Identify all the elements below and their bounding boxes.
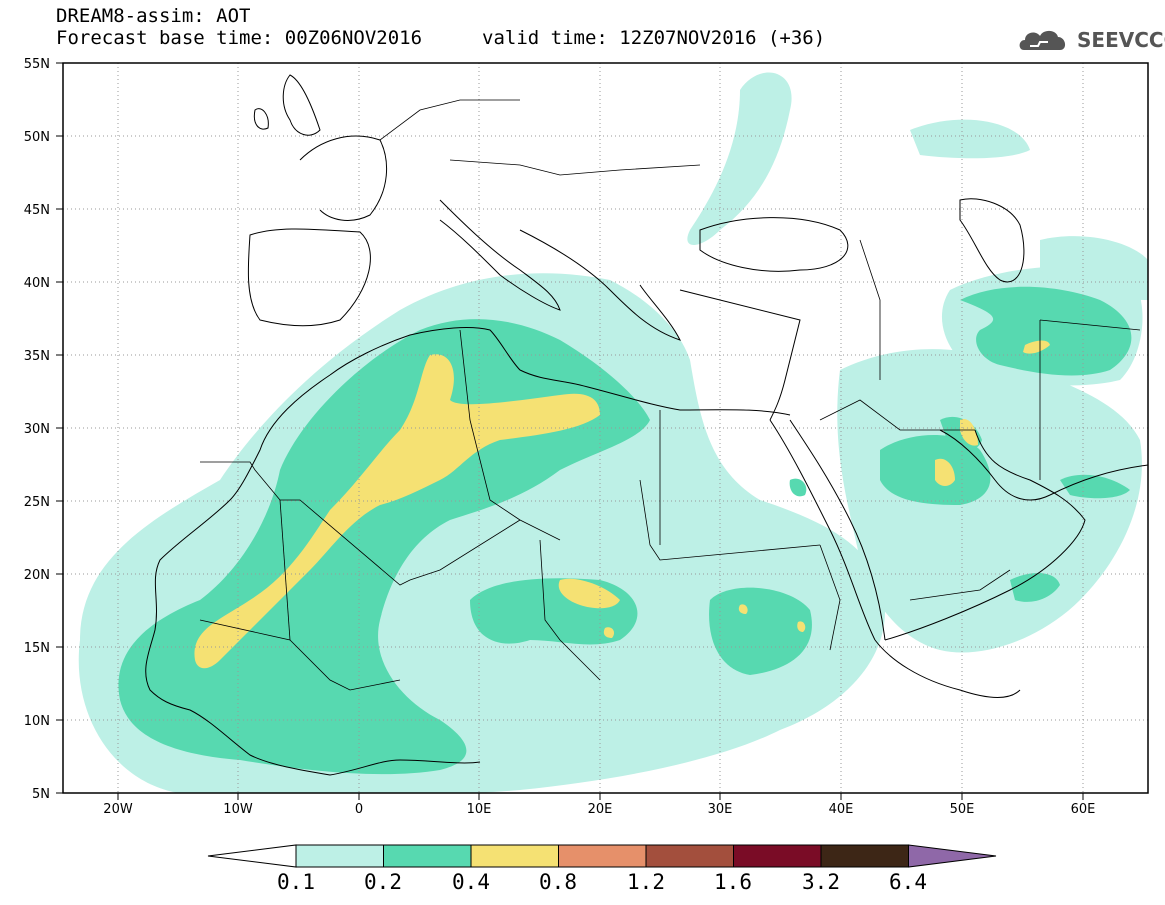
lat-tick-label: 25N <box>24 495 50 510</box>
lat-tick-label: 45N <box>24 203 50 218</box>
forecast-base-time: Forecast base time: 00Z06NOV2016 <box>56 27 423 49</box>
colorbar-swatch <box>383 844 472 868</box>
lon-tick-label: 0 <box>355 802 363 817</box>
lat-tick-label: 50N <box>24 130 50 145</box>
colorbar-over-arrow <box>908 844 997 868</box>
lon-tick-label: 20W <box>103 802 133 817</box>
colorbar-swatch <box>645 844 734 868</box>
colorbar-label: 0.1 <box>277 870 315 894</box>
lat-tick-label: 5N <box>32 787 50 802</box>
colorbar-label: 0.4 <box>452 870 490 894</box>
colorbar-label: 0.2 <box>364 870 402 894</box>
lat-tick-label: 30N <box>24 422 50 437</box>
lat-tick-label: 15N <box>24 641 50 656</box>
colorbar-swatch <box>733 844 822 868</box>
colorbar-label: 1.2 <box>627 870 665 894</box>
colorbar-swatch <box>295 844 384 868</box>
lon-tick-label: 60E <box>1071 802 1096 817</box>
colorbar-under-arrow <box>207 844 297 868</box>
colorbar-label: 3.2 <box>802 870 840 894</box>
colorbar-label: 6.4 <box>889 870 927 894</box>
lon-tick-label: 10W <box>223 802 253 817</box>
aot-shading <box>78 72 1148 793</box>
lon-tick-label: 40E <box>829 802 854 817</box>
country-borders <box>199 99 1141 691</box>
colorbar-swatch <box>558 844 647 868</box>
colorbar-swatch <box>820 844 909 868</box>
lat-tick-label: 20N <box>24 568 50 583</box>
colorbar <box>207 844 997 868</box>
lon-axis: 20W 10W 0 10E 20E 30E 40E 50E 60E <box>103 802 1095 817</box>
colorbar-label: 0.8 <box>539 870 577 894</box>
lon-tick-label: 50E <box>950 802 975 817</box>
lat-tick-label: 10N <box>24 714 50 729</box>
lon-tick-label: 30E <box>708 802 733 817</box>
lat-axis: 55N 50N 45N 40N 35N 30N 25N 20N 15N 10N … <box>24 57 50 802</box>
graticule <box>63 63 1148 793</box>
colorbar-swatch <box>470 844 559 868</box>
valid-time: valid time: 12Z07NOV2016 (+36) <box>482 27 826 49</box>
cloud-icon <box>1019 30 1066 50</box>
lat-tick-label: 55N <box>24 57 50 72</box>
lon-ticks <box>117 793 1084 800</box>
colorbar-label: 1.6 <box>714 870 752 894</box>
logo-text: SEEVCCC <box>1077 28 1165 52</box>
lat-tick-label: 40N <box>24 276 50 291</box>
lon-tick-label: 20E <box>588 802 613 817</box>
map-title: DREAM8-assim: AOT <box>56 5 251 27</box>
lat-tick-label: 35N <box>24 349 50 364</box>
lat-ticks <box>56 62 63 794</box>
lon-tick-label: 10E <box>467 802 492 817</box>
coastlines <box>145 74 1148 776</box>
